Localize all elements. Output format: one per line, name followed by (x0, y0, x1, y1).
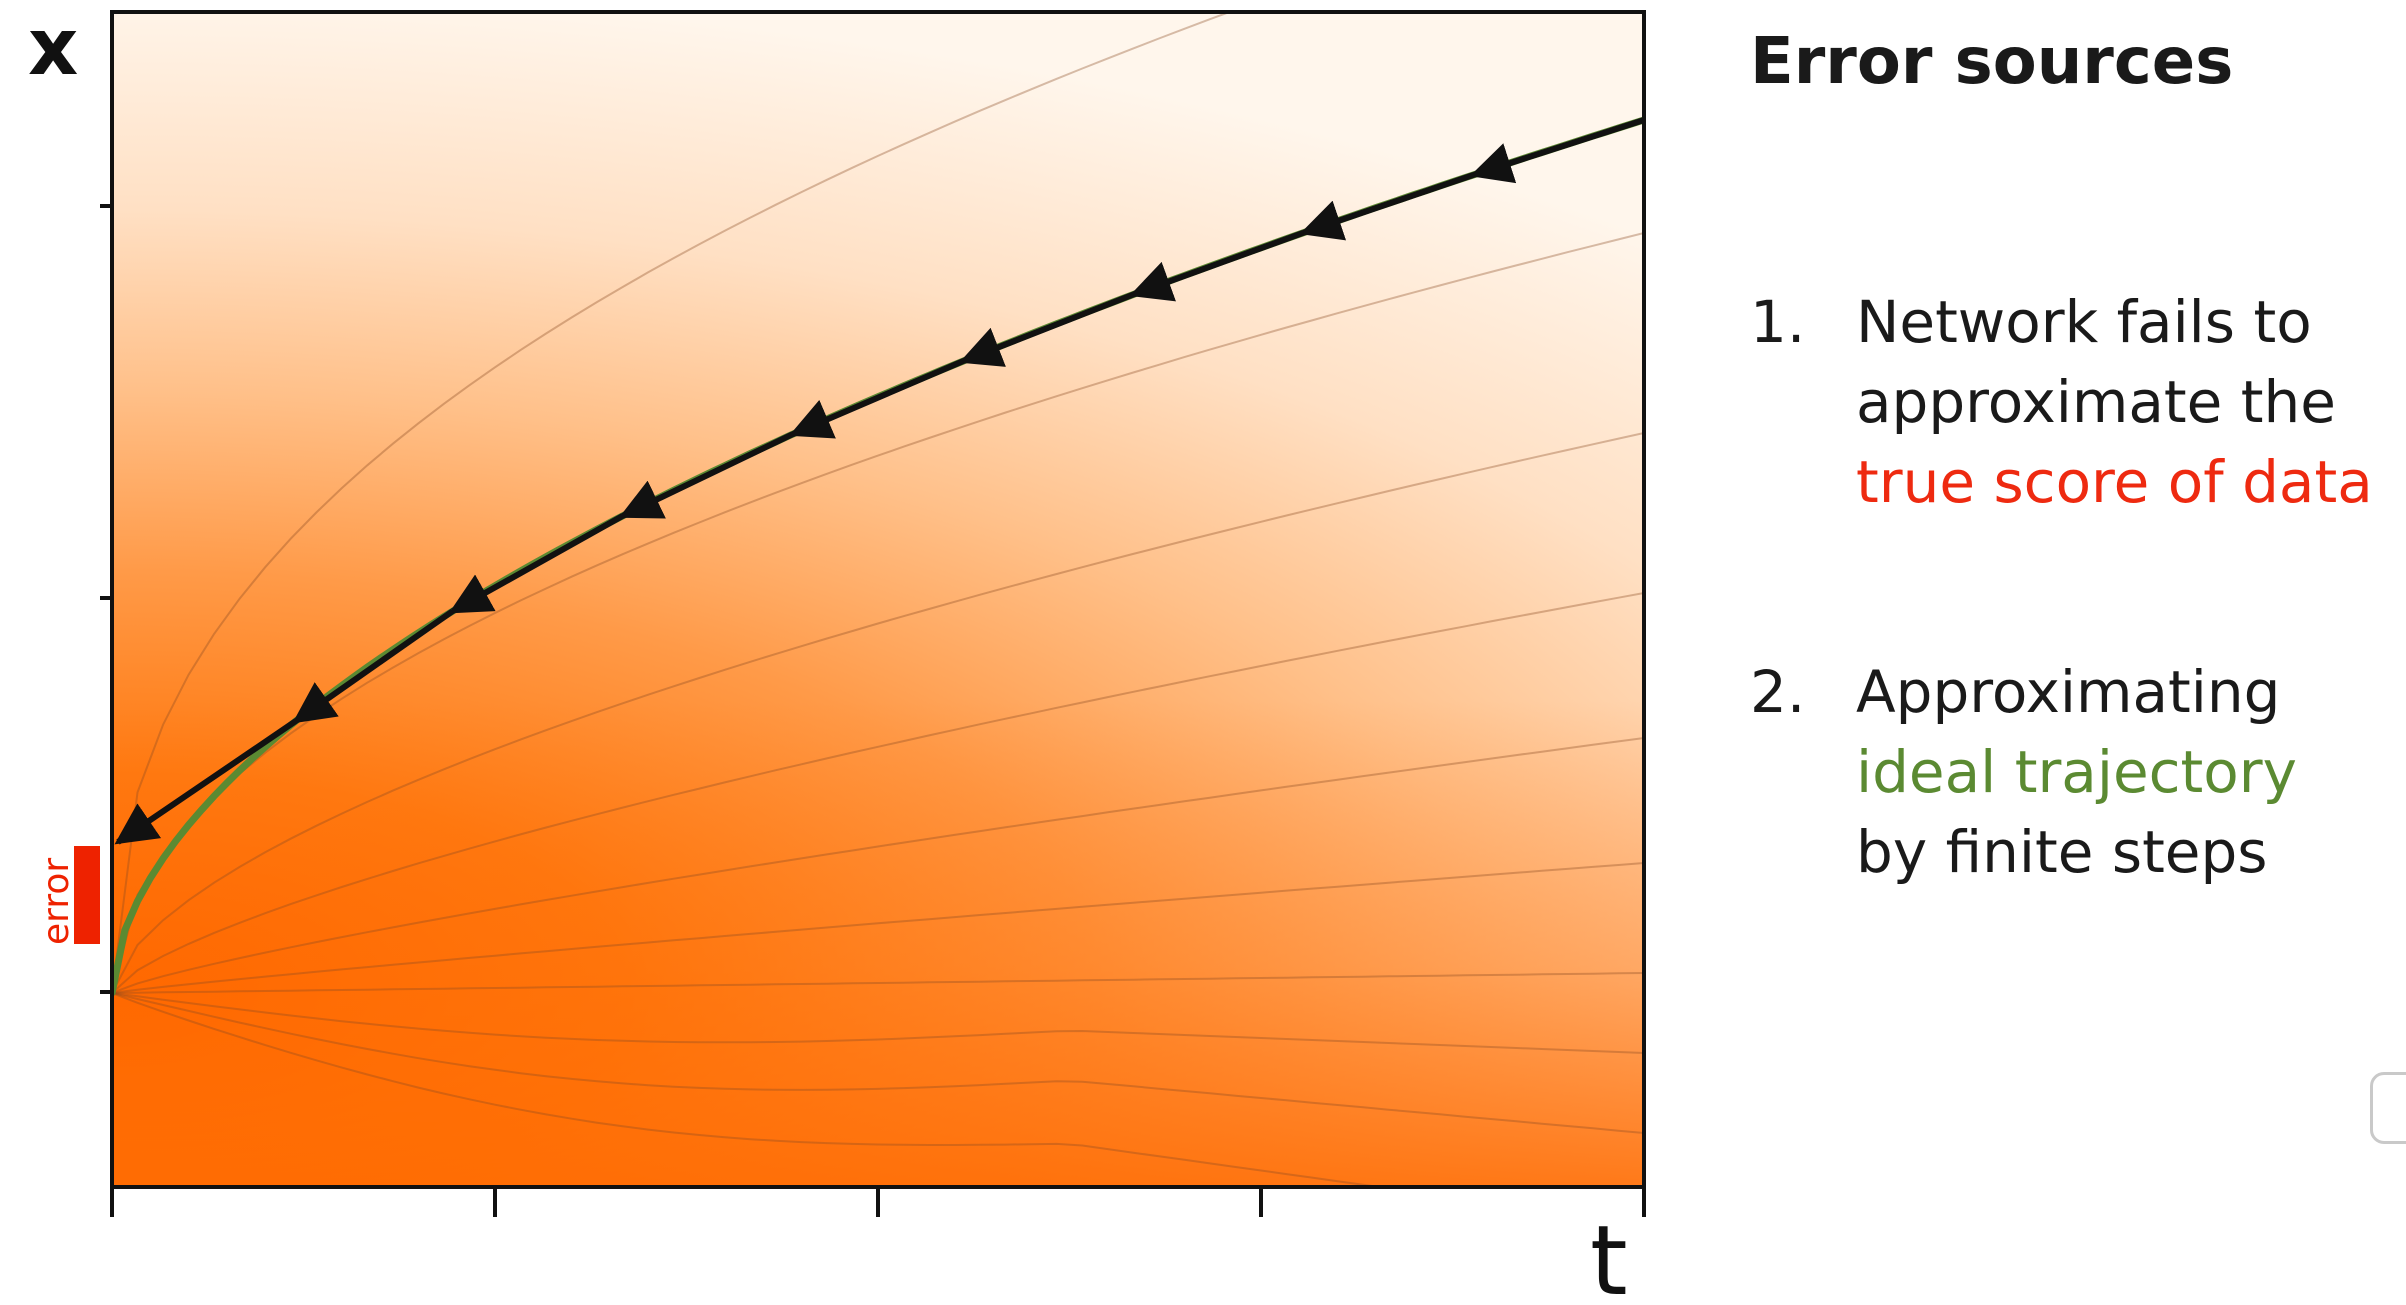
x-axis-ticks (110, 1187, 1646, 1217)
panel-heading: Error sources (1750, 25, 2234, 99)
flow-line (112, 862, 1644, 994)
step-arrow (1129, 229, 1305, 302)
list-text: Approximating ideal trajectory by finite… (1856, 652, 2297, 892)
list-line: Network fails to (1856, 288, 2312, 356)
flow-line (112, 592, 1644, 994)
flow-line (112, 992, 1644, 1134)
step-arrows (114, 117, 1644, 845)
step-arrow (1469, 117, 1644, 184)
step-arrow (114, 718, 298, 845)
flow-line (112, 972, 1644, 994)
list-line: Approximating (1856, 658, 2281, 726)
error-sources-panel: Error sources 1. Network fails to approx… (1750, 20, 2406, 1305)
edge-overlay-handle[interactable] (2370, 1072, 2406, 1144)
step-arrow (1299, 171, 1475, 241)
flow-line (112, 232, 1644, 994)
error-label: error (36, 858, 77, 945)
list-number: 1. (1750, 288, 1806, 356)
highlight-ideal-trajectory: ideal trajectory (1856, 738, 2297, 806)
error-bar (74, 846, 100, 944)
list-text: Network fails to approximate the true sc… (1856, 282, 2373, 522)
flow-lines (112, 12, 1644, 1187)
y-axis-ticks (100, 204, 112, 994)
flow-line (112, 12, 1233, 994)
list-line: approximate the (1856, 368, 2336, 436)
step-arrow (448, 513, 625, 614)
step-arrow (959, 291, 1135, 367)
step-arrow (618, 431, 795, 519)
y-axis-label: x (28, 3, 78, 93)
x-axis-label: t (1590, 1205, 1628, 1305)
flow-line (112, 432, 1644, 994)
list-number: 2. (1750, 658, 1806, 726)
step-arrow (789, 358, 965, 439)
list-line: by finite steps (1856, 818, 2268, 886)
density-field-lower (112, 700, 1644, 1187)
highlight-true-score: true score of data (1856, 448, 2373, 516)
flow-line (112, 992, 1644, 1054)
plot-area (110, 10, 1646, 1189)
ode-trajectory-diagram: x t error (28, 3, 1646, 1305)
step-arrow (292, 608, 455, 724)
flow-line (112, 737, 1644, 994)
flow-line (112, 992, 1388, 1187)
